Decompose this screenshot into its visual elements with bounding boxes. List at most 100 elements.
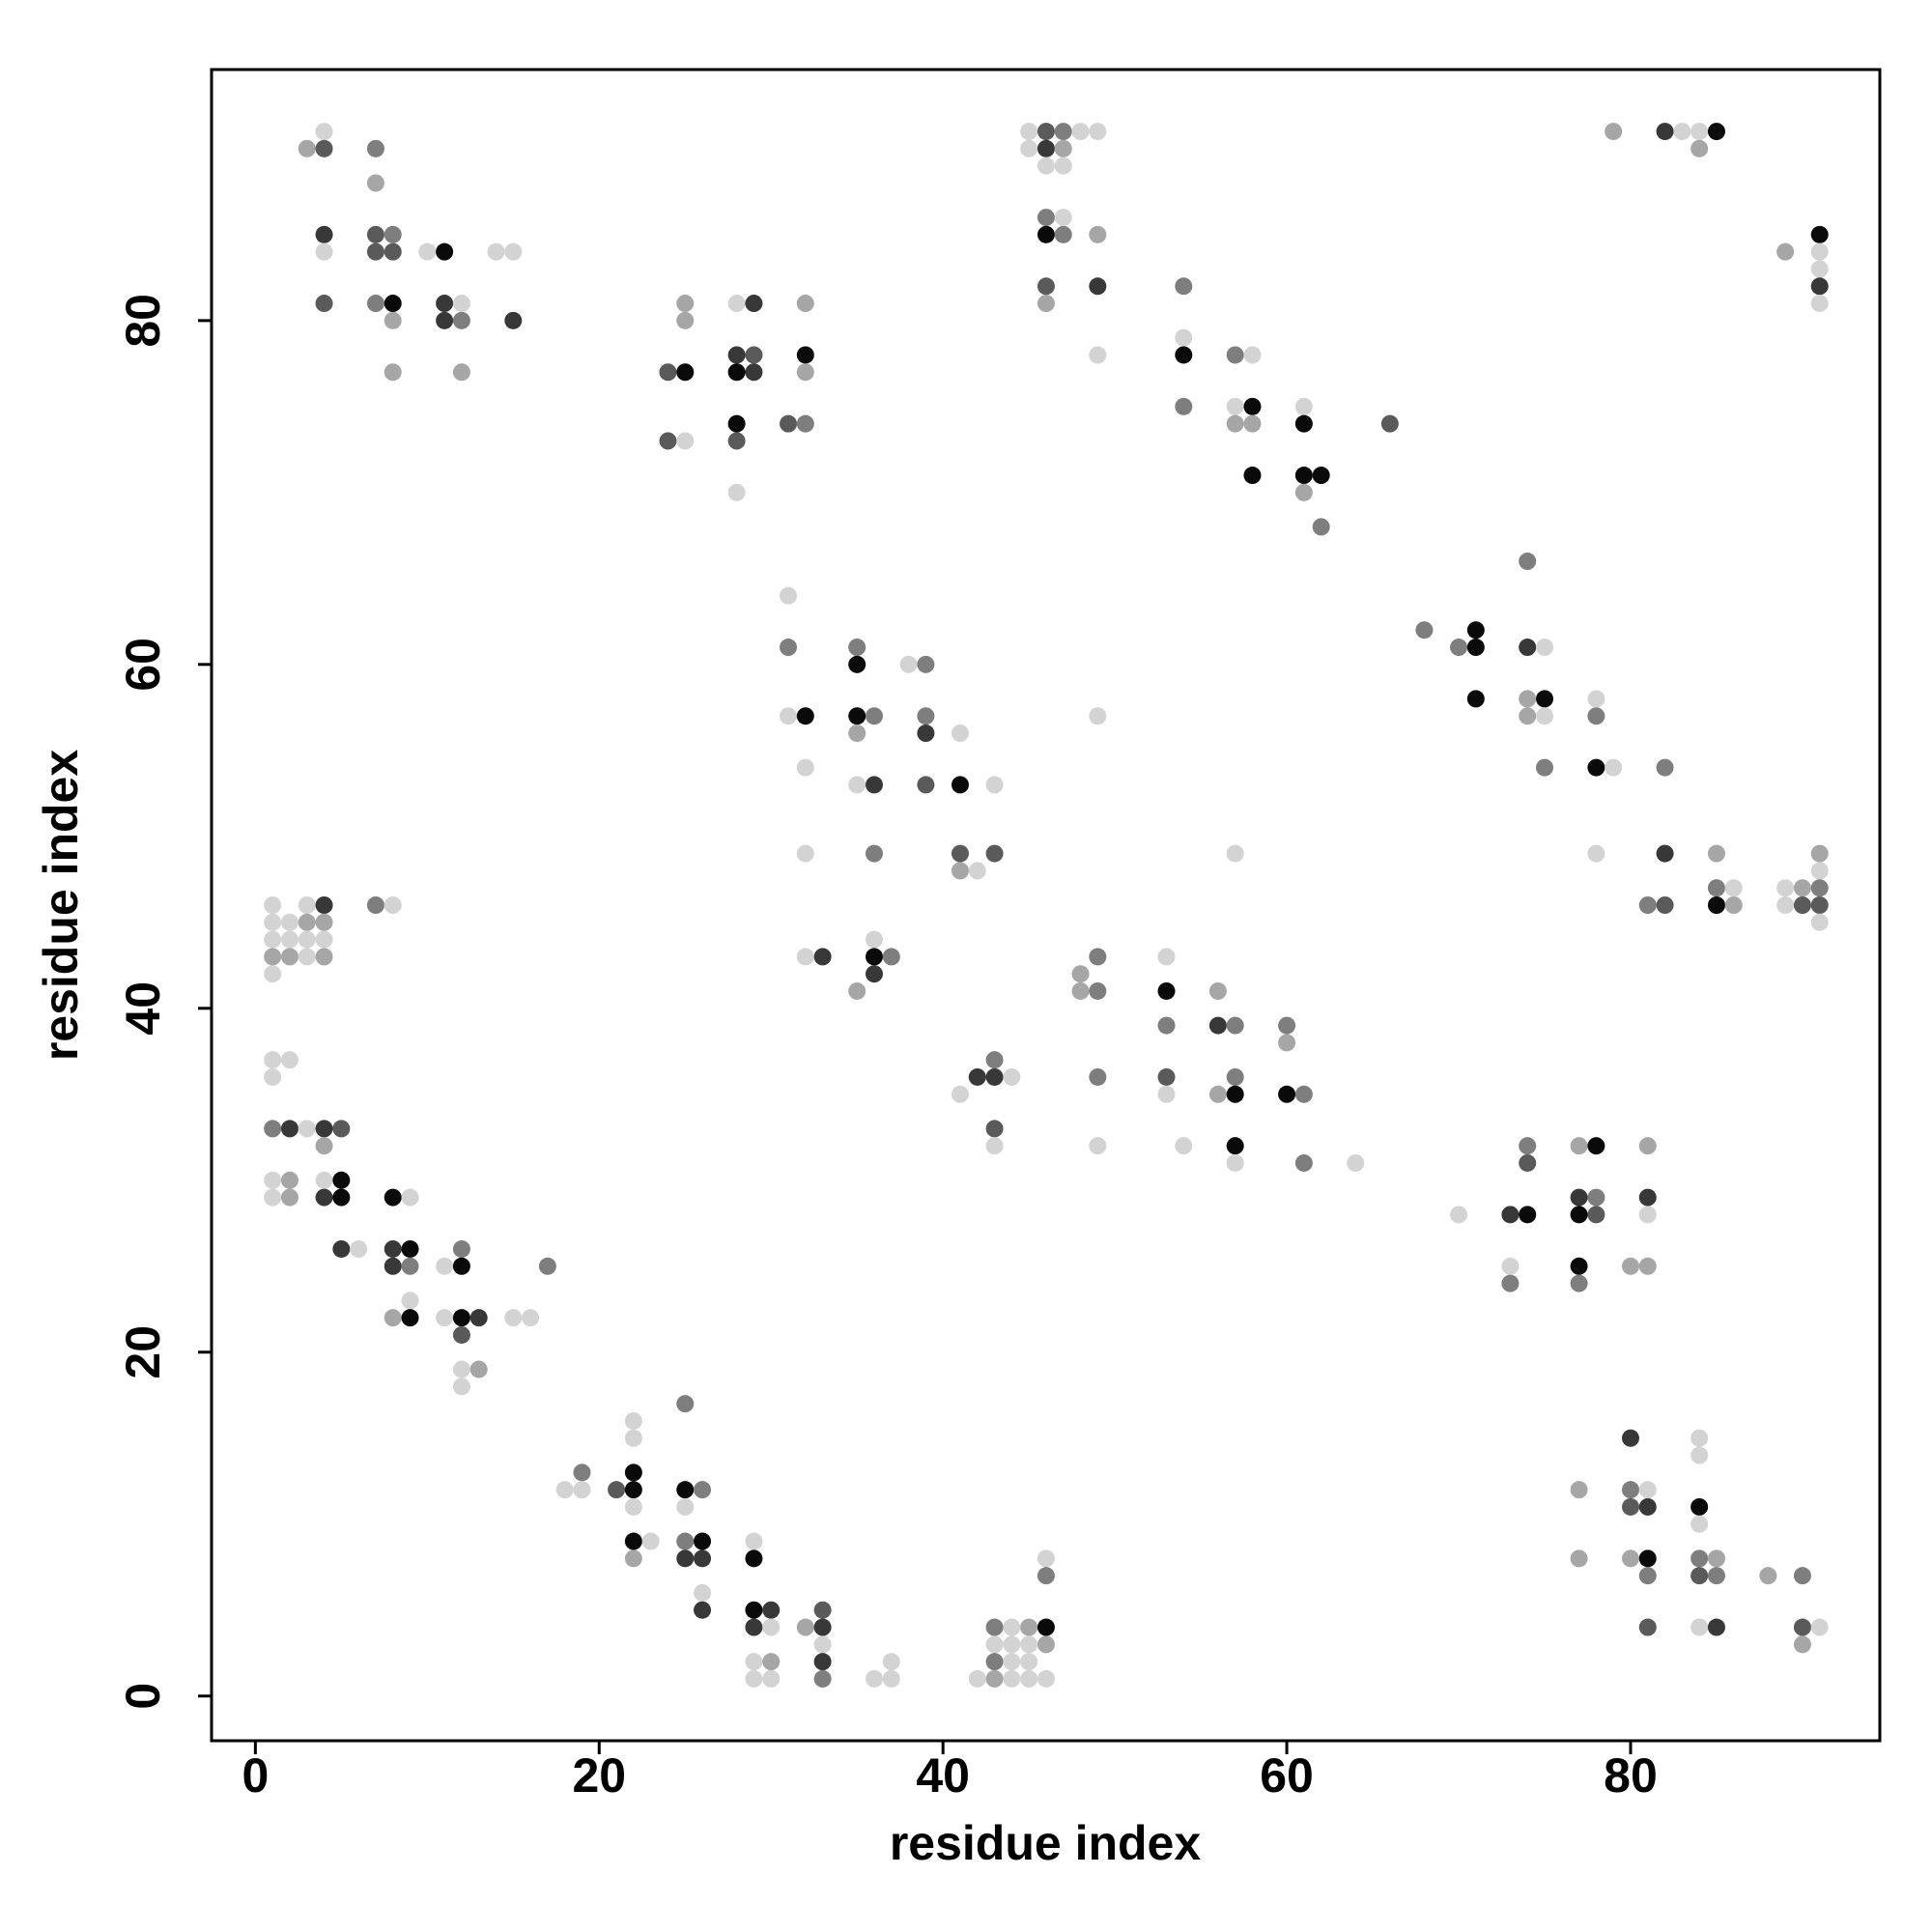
- point: [1294, 1153, 1313, 1172]
- point: [1157, 948, 1176, 966]
- x-tick-label: 60: [1260, 1748, 1314, 1803]
- point: [1621, 1481, 1639, 1499]
- point: [780, 707, 798, 725]
- point: [796, 1618, 814, 1636]
- point: [469, 1360, 488, 1378]
- point: [1570, 1481, 1588, 1499]
- point: [985, 1067, 1004, 1086]
- point: [384, 1309, 402, 1327]
- point: [1724, 896, 1743, 914]
- point: [1175, 397, 1193, 415]
- point: [1810, 844, 1829, 863]
- point: [1089, 707, 1107, 725]
- point: [1054, 123, 1072, 141]
- point: [1037, 1618, 1055, 1636]
- point: [1003, 1067, 1021, 1086]
- point: [1638, 1137, 1657, 1155]
- point: [264, 1188, 282, 1207]
- point: [780, 639, 798, 657]
- point: [1175, 277, 1193, 296]
- point: [951, 1085, 969, 1103]
- point: [865, 844, 883, 863]
- point: [1243, 414, 1262, 433]
- point: [865, 965, 883, 983]
- y-tick-label: 40: [116, 981, 170, 1036]
- point: [1605, 758, 1623, 777]
- point: [1054, 139, 1072, 157]
- point: [1621, 1497, 1639, 1516]
- point: [538, 1257, 556, 1275]
- point: [264, 1171, 282, 1189]
- point: [264, 1051, 282, 1069]
- point: [1638, 1497, 1657, 1516]
- point: [1724, 879, 1743, 897]
- point: [813, 1618, 832, 1636]
- point: [1380, 414, 1399, 433]
- point: [780, 586, 798, 605]
- point: [332, 1171, 351, 1189]
- point: [745, 295, 763, 313]
- point: [1294, 1085, 1313, 1103]
- point: [315, 913, 333, 931]
- point: [1226, 397, 1244, 415]
- point: [487, 242, 505, 261]
- point: [917, 655, 935, 673]
- point: [1020, 1653, 1038, 1671]
- point: [1037, 209, 1055, 227]
- point: [1157, 1067, 1176, 1086]
- point: [315, 1188, 333, 1207]
- y-axis-title: residue index: [34, 750, 88, 1062]
- point: [865, 776, 883, 794]
- point: [1570, 1137, 1588, 1155]
- point: [1793, 879, 1811, 897]
- point: [813, 1635, 832, 1654]
- point: [1690, 1515, 1709, 1533]
- point: [796, 707, 814, 725]
- point: [1673, 123, 1691, 141]
- point: [315, 930, 333, 949]
- point: [555, 1481, 574, 1499]
- point: [298, 913, 316, 931]
- point: [315, 1137, 333, 1155]
- point: [1278, 1085, 1296, 1103]
- point: [452, 1239, 470, 1258]
- point: [1810, 879, 1829, 897]
- point: [1656, 123, 1674, 141]
- point: [1037, 295, 1055, 313]
- point: [745, 1669, 763, 1688]
- point: [694, 1601, 712, 1619]
- point: [1707, 123, 1725, 141]
- point: [659, 363, 677, 382]
- point: [452, 1325, 470, 1344]
- point: [951, 844, 969, 863]
- point: [401, 1292, 419, 1310]
- point: [1638, 896, 1657, 914]
- point: [1037, 1635, 1055, 1654]
- point: [1501, 1257, 1520, 1275]
- point: [848, 724, 867, 743]
- point: [366, 896, 384, 914]
- point: [676, 432, 695, 450]
- point: [796, 346, 814, 364]
- point: [315, 948, 333, 966]
- point: [436, 1257, 454, 1275]
- point: [332, 1188, 351, 1207]
- point: [762, 1669, 781, 1688]
- point: [1535, 707, 1553, 725]
- point: [1226, 1137, 1244, 1155]
- point: [1226, 1153, 1244, 1172]
- point: [1793, 1635, 1811, 1654]
- point: [813, 1653, 832, 1671]
- point: [436, 311, 454, 329]
- x-tick-label: 40: [916, 1748, 970, 1803]
- point: [899, 655, 918, 673]
- point: [1638, 1206, 1657, 1224]
- point: [1037, 156, 1055, 175]
- point: [1089, 948, 1107, 966]
- point: [694, 1532, 712, 1550]
- point: [264, 1067, 282, 1086]
- point: [384, 311, 402, 329]
- point: [264, 1120, 282, 1138]
- point: [1707, 1549, 1725, 1568]
- point: [848, 776, 867, 794]
